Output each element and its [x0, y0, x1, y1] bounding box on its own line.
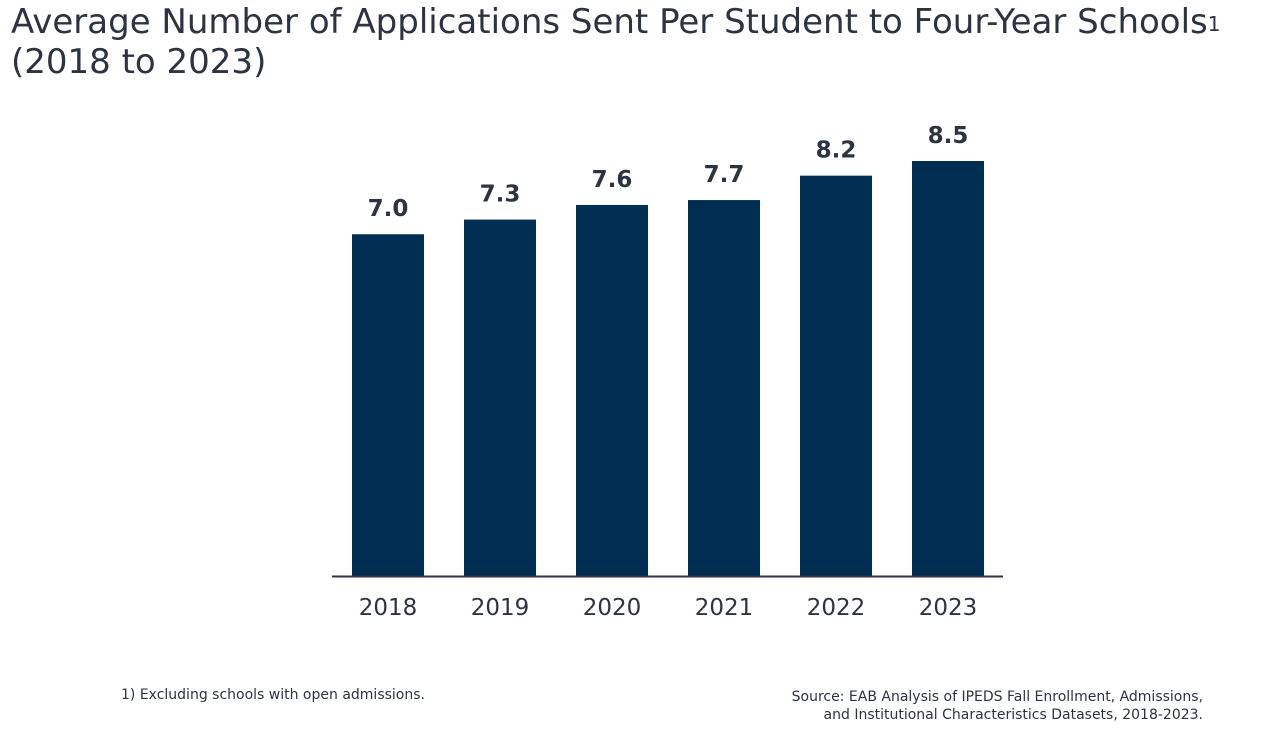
x-tick-label-2020: 2020: [583, 595, 642, 621]
title-footnote-marker: 1: [1207, 12, 1221, 36]
chart-subtitle: (2018 to 2023): [11, 42, 267, 82]
bar-2021: [688, 200, 760, 576]
bar-2022: [800, 175, 872, 576]
source-line-2: and Institutional Characteristics Datase…: [823, 707, 1203, 723]
x-tick-label-2023: 2023: [919, 595, 978, 621]
bar-2018: [352, 234, 424, 576]
source-note: Source: EAB Analysis of IPEDS Fall Enrol…: [792, 688, 1203, 724]
data-label-2018: 7.0: [368, 196, 409, 222]
chart-title: Average Number of Applications Sent Per …: [11, 2, 1271, 82]
source-line-1: Source: EAB Analysis of IPEDS Fall Enrol…: [791, 689, 1203, 705]
x-tick-label-2021: 2021: [695, 595, 754, 621]
footnote: 1) Excluding schools with open admission…: [121, 687, 425, 703]
x-tick-label-2018: 2018: [359, 595, 418, 621]
x-tick-label-2022: 2022: [807, 595, 866, 621]
x-tick-label-2019: 2019: [471, 595, 530, 621]
bar-2019: [464, 219, 536, 576]
data-label-2022: 8.2: [816, 138, 857, 164]
data-label-2021: 7.7: [704, 162, 745, 188]
bar-2020: [576, 204, 648, 577]
chart-title-text: Average Number of Applications Sent Per …: [11, 2, 1208, 42]
bar-2023: [912, 161, 984, 576]
data-label-2020: 7.6: [592, 167, 633, 193]
data-label-2023: 8.5: [928, 123, 969, 149]
chart-title-line1: Average Number of Applications Sent Per …: [11, 2, 1271, 42]
data-label-2019: 7.3: [480, 182, 521, 208]
